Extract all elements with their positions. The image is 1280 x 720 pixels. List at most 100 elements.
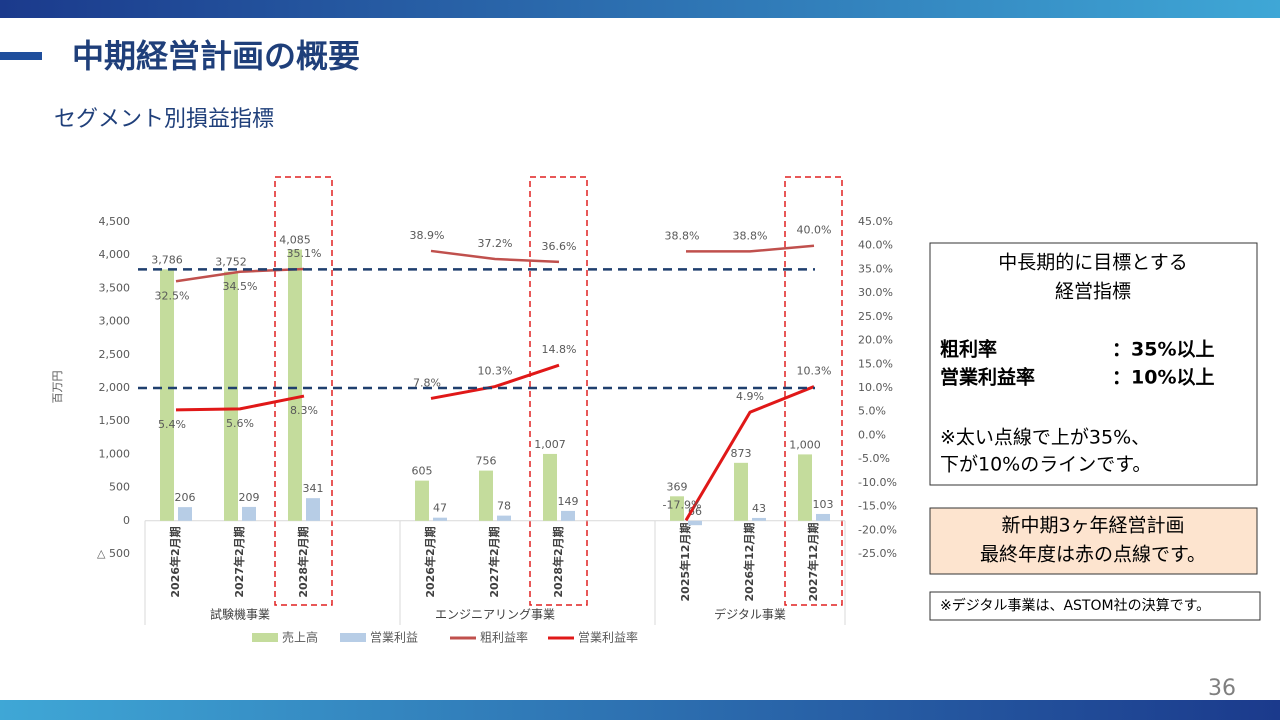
- y2-tick-label: 40.0%: [858, 239, 893, 252]
- bar: [242, 506, 256, 521]
- y2-tick-label: -20.0%: [858, 523, 897, 536]
- data-label: 4.9%: [736, 390, 764, 403]
- x-tick-label: 2028年2月期: [551, 526, 565, 597]
- y-tick-label: 0: [123, 514, 130, 527]
- data-label: 43: [752, 502, 766, 515]
- x-tick-label: 2025年12月期: [678, 523, 692, 602]
- data-label: 1,007: [534, 438, 566, 451]
- y-axis-label: 百万円: [51, 371, 64, 404]
- title-marker: [0, 52, 42, 60]
- data-label: 873: [731, 447, 752, 460]
- y2-tick-label: 45.0%: [858, 215, 893, 228]
- legend-label: 売上高: [282, 630, 318, 645]
- target-label: 営業利益率: [940, 366, 1035, 389]
- bar: [816, 513, 830, 521]
- targets-note: 下が10%のラインです。: [940, 454, 1151, 476]
- y2-tick-label: -15.0%: [858, 500, 897, 513]
- bar: [688, 520, 702, 526]
- bottom-bar: [0, 700, 1280, 720]
- line: [684, 385, 815, 522]
- y2-tick-label: 30.0%: [858, 286, 893, 299]
- page-number: 36: [1208, 676, 1236, 701]
- data-label: 10.3%: [797, 365, 832, 378]
- data-label: 7.8%: [413, 376, 441, 389]
- y-tick-label: 1,500: [99, 414, 131, 427]
- y2-tick-label: -10.0%: [858, 476, 897, 489]
- y2-tick-label: -25.0%: [858, 547, 897, 560]
- y2-tick-label: 5.0%: [858, 405, 886, 418]
- data-label: 5.4%: [158, 418, 186, 431]
- x-tick-label: 2026年12月期: [742, 523, 756, 602]
- y-tick-label: 1,000: [99, 447, 131, 460]
- data-label: 36.6%: [542, 240, 577, 253]
- data-label: 38.8%: [733, 229, 768, 242]
- y2-tick-label: 25.0%: [858, 310, 893, 323]
- x-tick-label: 2026年2月期: [423, 526, 437, 597]
- target-value: ：35%以上: [1112, 339, 1214, 361]
- y2-tick-label: 10.0%: [858, 381, 893, 394]
- y-tick-label: 4,000: [99, 248, 131, 261]
- data-label: 206: [175, 491, 196, 504]
- bar: [543, 453, 557, 521]
- legend-swatch: [340, 633, 366, 642]
- legend-label: 営業利益率: [578, 630, 638, 645]
- subtitle: セグメント別損益指標: [54, 107, 274, 132]
- x-tick-label: 2026年2月期: [168, 526, 182, 597]
- y2-tick-label: 35.0%: [858, 262, 893, 275]
- data-label: 103: [813, 498, 834, 511]
- data-label: 5.6%: [226, 417, 254, 430]
- bar: [415, 480, 429, 521]
- bar: [479, 470, 493, 521]
- plan-text: 最終年度は赤の点線です。: [980, 544, 1206, 566]
- bar: [178, 507, 192, 521]
- data-label: 38.9%: [410, 229, 445, 242]
- data-label: 4,085: [279, 234, 311, 247]
- y2-tick-label: 20.0%: [858, 334, 893, 347]
- x-tick-label: 2027年2月期: [487, 526, 501, 597]
- bar: [561, 510, 575, 521]
- plan-text: 新中期3ヶ年経営計画: [1001, 515, 1184, 537]
- data-label: 209: [239, 491, 260, 504]
- target-value: ：10%以上: [1112, 367, 1214, 389]
- group-label: エンジニアリング事業: [435, 608, 555, 622]
- top-bar: [0, 0, 1280, 18]
- targets-title: 中長期的に目標とする: [998, 252, 1187, 274]
- bar: [670, 496, 684, 521]
- group-label: 試験機事業: [210, 607, 270, 622]
- bar: [734, 462, 748, 521]
- data-label: 34.5%: [223, 280, 258, 293]
- data-label: 756: [476, 455, 497, 468]
- y-tick-label: 500: [109, 481, 130, 494]
- targets-title: 経営指標: [1055, 281, 1131, 303]
- bar: [497, 515, 511, 521]
- data-label: 37.2%: [478, 237, 513, 250]
- data-label: 35.1%: [287, 247, 322, 260]
- bar: [752, 517, 766, 521]
- data-label: 78: [497, 500, 511, 513]
- footnote-box: [929, 591, 1261, 621]
- bar: [306, 498, 320, 521]
- y-tick-label: 4,500: [99, 215, 131, 228]
- highlight-box: [274, 176, 333, 606]
- data-label: 3,752: [215, 256, 247, 269]
- data-label: 605: [412, 465, 433, 478]
- target-label: 粗利率: [940, 338, 997, 361]
- highlight-box: [529, 176, 588, 606]
- highlight-box: [784, 176, 843, 606]
- data-label: 14.8%: [542, 343, 577, 356]
- legend-label: 営業利益: [370, 631, 418, 645]
- data-label: 3,786: [151, 253, 183, 266]
- x-tick-label: 2027年12月期: [806, 523, 820, 602]
- bar: [160, 269, 174, 521]
- y2-tick-label: 0.0%: [858, 428, 886, 441]
- targets-box: [929, 242, 1258, 486]
- data-label: 149: [558, 495, 579, 508]
- x-tick-label: 2027年2月期: [232, 526, 246, 597]
- data-label: 341: [303, 482, 324, 495]
- line: [430, 249, 560, 264]
- data-label: 369: [667, 480, 688, 493]
- y-tick-label: 2,500: [99, 348, 131, 361]
- data-label: 47: [433, 502, 447, 515]
- legend-label: 粗利益率: [480, 630, 528, 645]
